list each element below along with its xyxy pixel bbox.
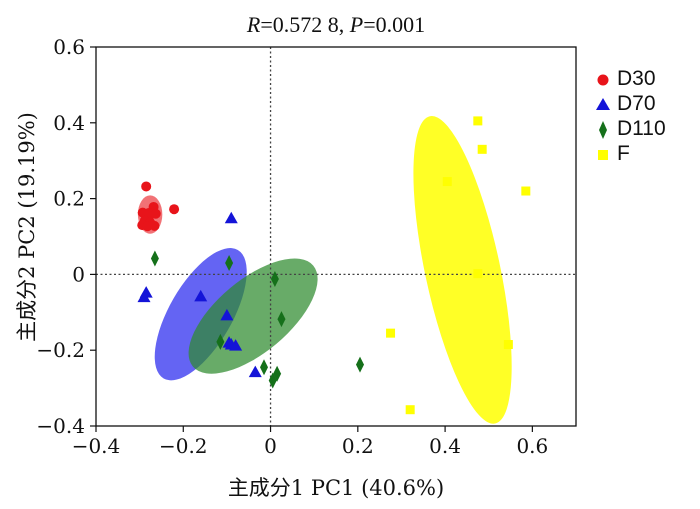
point-d110	[150, 250, 159, 267]
point-d30	[150, 208, 161, 219]
point-d30	[142, 221, 153, 232]
point-d70	[220, 308, 234, 321]
point-d110	[216, 333, 225, 350]
y-tick-label: 0.2	[53, 187, 85, 211]
legend-label: F	[617, 141, 630, 165]
point-f	[405, 405, 415, 415]
legend: D30 D70 D110 F	[592, 66, 666, 166]
legend-triangle-icon	[596, 97, 610, 110]
x-tick-label: 0.4	[429, 434, 461, 458]
ellipse-d70	[154, 248, 247, 381]
point-d70	[248, 365, 262, 378]
point-f	[473, 116, 483, 126]
point-f	[503, 340, 513, 350]
point-d110	[268, 372, 277, 389]
legend-circle-icon	[597, 74, 609, 85]
point-f	[477, 144, 487, 154]
x-axis-label: 主成分1 PC1 (40.6%)	[227, 476, 445, 500]
y-tick-label: 0.6	[53, 35, 85, 59]
x-tick-label: 0	[264, 434, 277, 458]
x-tick-label: 0.6	[516, 434, 548, 458]
point-f	[442, 177, 452, 187]
point-d30	[141, 181, 152, 192]
title-p-value: =0.001	[363, 12, 426, 37]
legend-item-d30: D30	[592, 66, 666, 91]
point-d70	[139, 286, 153, 298]
point-d110	[270, 270, 279, 287]
x-tick-label: −0.2	[159, 434, 208, 458]
legend-square-icon	[598, 149, 608, 160]
point-f	[473, 269, 483, 279]
plot-frame	[95, 46, 577, 427]
legend-label: D30	[617, 66, 656, 90]
y-tick-label: −0.4	[36, 414, 85, 438]
title-r-value: =0.572 8,	[260, 12, 350, 37]
point-d70	[224, 211, 238, 224]
point-d110	[225, 255, 234, 272]
point-d70	[229, 339, 243, 351]
axis-ticks: −0.4 −0.2 0 0.2 0.4 0.6 −0.4 −0.2 0 0.2 0.4 0.6	[36, 35, 548, 458]
point-f	[521, 186, 531, 196]
point-f	[386, 328, 396, 338]
ellipse-f	[413, 115, 512, 424]
y-tick-label: −0.2	[36, 338, 85, 362]
point-d70	[194, 289, 208, 302]
x-tick-label: 0.2	[342, 434, 374, 458]
legend-label: D70	[617, 91, 656, 115]
legend-item-d70: D70	[592, 91, 666, 116]
point-d70	[222, 336, 236, 348]
confidence-ellipses	[137, 115, 512, 424]
legend-item-f: F	[592, 141, 666, 166]
point-d110	[277, 311, 286, 328]
legend-diamond-icon	[599, 120, 607, 139]
data-points	[137, 116, 531, 415]
point-d30	[169, 204, 180, 215]
reference-lines	[96, 47, 576, 426]
title-p-symbol: P	[349, 12, 364, 37]
point-d110	[260, 359, 268, 376]
y-axis-label: 主成分2 PC2 (19.19%)	[15, 112, 39, 342]
title-r-symbol: R	[246, 12, 261, 37]
chart-title: R=0.572 8, P=0.001	[96, 12, 576, 38]
y-tick-label: 0	[72, 262, 85, 286]
y-tick-label: 0.4	[53, 111, 85, 135]
legend-item-d110: D110	[592, 116, 666, 141]
legend-label: D110	[617, 116, 666, 140]
point-d110	[356, 356, 364, 373]
x-tick-label: −0.4	[72, 434, 121, 458]
